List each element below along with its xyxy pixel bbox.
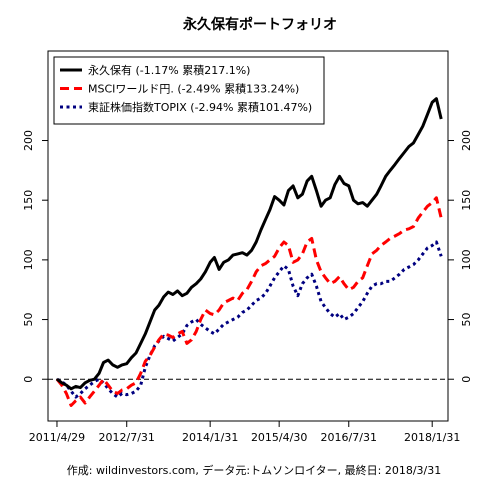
x-tick-label: 2011/4/29 xyxy=(29,431,85,444)
y-tick-label-left: 150 xyxy=(22,190,35,211)
legend-label-1: MSCIワールド円. (-2.49% 累積133.24%) xyxy=(88,82,299,96)
legend-label-0: 永久保有 (-1.17% 累積217.1%) xyxy=(88,63,250,77)
y-axis-left: 0 50 100 150 200 xyxy=(22,130,48,383)
series-layer xyxy=(55,97,443,407)
series-line-0 xyxy=(56,97,443,391)
y-tick-label-right: 0 xyxy=(460,376,473,383)
series-line-1 xyxy=(55,196,443,407)
x-tick-label: 2018/1/31 xyxy=(404,431,460,444)
x-tick-label: 2016/7/31 xyxy=(321,431,377,444)
y-tick-label-right: 50 xyxy=(460,313,473,327)
y-tick-label-right: 100 xyxy=(460,249,473,270)
x-axis: 2011/4/29 2012/7/31 2014/1/31 2015/4/30 2016… xyxy=(29,421,460,444)
y-tick-label-left: 0 xyxy=(22,376,35,383)
y-tick-label-right: 150 xyxy=(460,190,473,211)
x-tick-label: 2015/4/30 xyxy=(251,431,307,444)
plot-area-frame xyxy=(47,50,449,422)
legend-label-2: 東証株価指数TOPIX (-2.94% 累積101.47%) xyxy=(88,100,312,114)
x-tick-label: 2014/1/31 xyxy=(182,431,238,444)
y-tick-label-left: 100 xyxy=(22,249,35,270)
y-tick-label-right: 200 xyxy=(460,130,473,151)
chart-title: 永久保有ポートフォリオ xyxy=(182,16,337,33)
y-axis-right: 0 50 100 150 200 xyxy=(448,130,473,383)
y-tick-label-left: 200 xyxy=(22,130,35,151)
legend-box xyxy=(53,56,325,125)
x-tick-label: 2012/7/31 xyxy=(99,431,155,444)
legend: 永久保有 (-1.17% 累積217.1%) MSCIワールド円. (-2.49%… xyxy=(53,56,325,125)
caption: 作成: wildinvestors.com, データ元:トムソンロイター, 最終… xyxy=(67,463,441,477)
y-tick-label-left: 50 xyxy=(22,313,35,327)
series-line-2 xyxy=(56,240,443,399)
